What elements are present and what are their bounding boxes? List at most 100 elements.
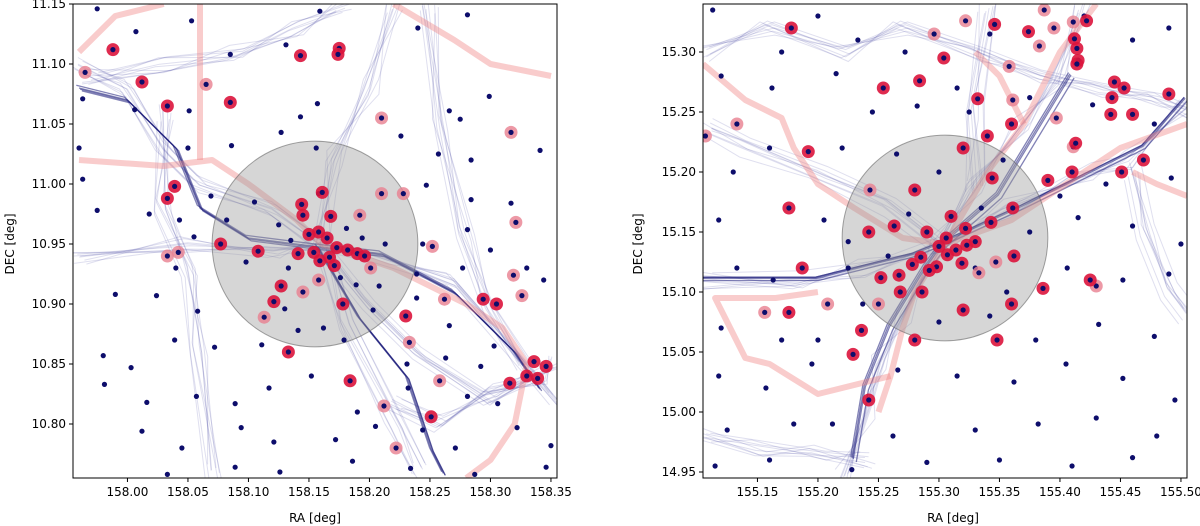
member-core — [1006, 63, 1012, 69]
y-tick-label: 11.15 — [32, 0, 66, 11]
galaxy-point — [80, 176, 86, 182]
galaxy-point — [710, 7, 716, 13]
galaxy-point — [332, 437, 339, 443]
y-tick-label: 10.85 — [32, 357, 66, 371]
galaxy-point — [839, 145, 845, 151]
red-path — [464, 363, 530, 478]
galaxy-point — [829, 421, 836, 427]
member-core — [295, 251, 301, 257]
x-tick-label: 155.30 — [918, 485, 960, 499]
galaxy-point — [1168, 175, 1174, 181]
galaxy-point — [283, 42, 289, 48]
member-core — [960, 307, 966, 313]
filament-strand — [710, 432, 870, 454]
galaxy-point — [464, 227, 471, 233]
galaxy-point — [468, 197, 474, 203]
galaxy-point — [211, 344, 218, 350]
galaxy-point — [914, 103, 920, 109]
filament-strand — [933, 9, 1080, 251]
filament-strand — [703, 122, 939, 243]
member-core — [960, 145, 966, 151]
filament-strand — [83, 70, 315, 240]
galaxy-point — [541, 277, 547, 283]
member-core — [1010, 97, 1016, 103]
member-core — [340, 301, 346, 307]
galaxy-point — [297, 114, 304, 120]
filament-strand — [317, 247, 415, 475]
filament-spine — [850, 72, 1070, 457]
y-tick-label: 11.05 — [32, 117, 66, 131]
member-core — [786, 309, 792, 315]
galaxy-point — [486, 93, 492, 99]
filament-strand — [711, 128, 948, 249]
galaxy-point — [1057, 193, 1063, 199]
galaxy-point — [491, 343, 497, 349]
filament-strand — [321, 4, 393, 246]
galaxy-point — [370, 307, 376, 313]
member-core — [311, 249, 317, 255]
filament-strand — [846, 245, 944, 478]
galaxy-point — [1129, 37, 1136, 43]
filament-strand — [708, 21, 1187, 119]
galaxy-point — [770, 277, 776, 283]
galaxy-point — [259, 342, 265, 348]
galaxy-point — [276, 222, 282, 228]
filament-spine — [317, 247, 446, 476]
galaxy-point — [1129, 223, 1136, 229]
member-core — [993, 259, 999, 265]
member-core — [1129, 111, 1136, 117]
filament-strand — [711, 130, 948, 252]
filament-strand — [88, 11, 343, 85]
galaxy-point — [1011, 379, 1017, 385]
member-core — [992, 21, 998, 27]
y-tick-label: 15.15 — [662, 225, 696, 239]
galaxy-point — [228, 143, 235, 149]
filament-strand — [396, 372, 544, 422]
galaxy-point — [382, 241, 388, 247]
filament-strand — [421, 4, 520, 362]
galaxy-point — [271, 439, 277, 445]
red-path — [1131, 169, 1187, 199]
filament-strand — [427, 4, 526, 365]
filament-strand — [1123, 180, 1180, 325]
galaxy-point — [924, 459, 930, 465]
plot-area — [73, 4, 557, 478]
member-core — [1140, 157, 1147, 163]
galaxy-point — [1151, 333, 1157, 339]
galaxy-point — [308, 373, 314, 379]
filament-strand — [703, 27, 1187, 108]
member-core — [948, 213, 954, 219]
galaxy-point — [132, 107, 138, 113]
filament-strand — [97, 4, 352, 76]
galaxy-point — [314, 101, 321, 107]
galaxy-point — [894, 151, 900, 157]
galaxy-point — [415, 25, 421, 31]
member-core — [326, 254, 333, 260]
member-core — [328, 213, 334, 219]
member-core — [919, 289, 925, 295]
member-core — [924, 229, 930, 235]
member-core — [875, 301, 882, 307]
filament-spine — [703, 96, 1185, 278]
member-core — [324, 235, 330, 241]
galaxy-point — [446, 108, 452, 114]
galaxy-point — [232, 401, 238, 407]
axes-frame — [72, 3, 558, 479]
filament-strand — [706, 24, 1187, 116]
filament-strand — [709, 20, 1187, 111]
member-core — [867, 187, 873, 193]
galaxy-point — [295, 327, 301, 333]
galaxy-point — [712, 463, 718, 469]
red-path — [392, 4, 552, 79]
galaxy-point — [313, 145, 319, 151]
filament-strand — [82, 4, 337, 77]
member-core — [1008, 301, 1015, 307]
y-tick-label: 11.00 — [32, 177, 66, 191]
galaxy-point — [779, 337, 785, 343]
galaxy-point — [227, 51, 233, 58]
galaxy-point — [860, 301, 866, 307]
member-core — [381, 403, 387, 409]
member-core — [912, 337, 918, 343]
member-core — [347, 378, 353, 384]
